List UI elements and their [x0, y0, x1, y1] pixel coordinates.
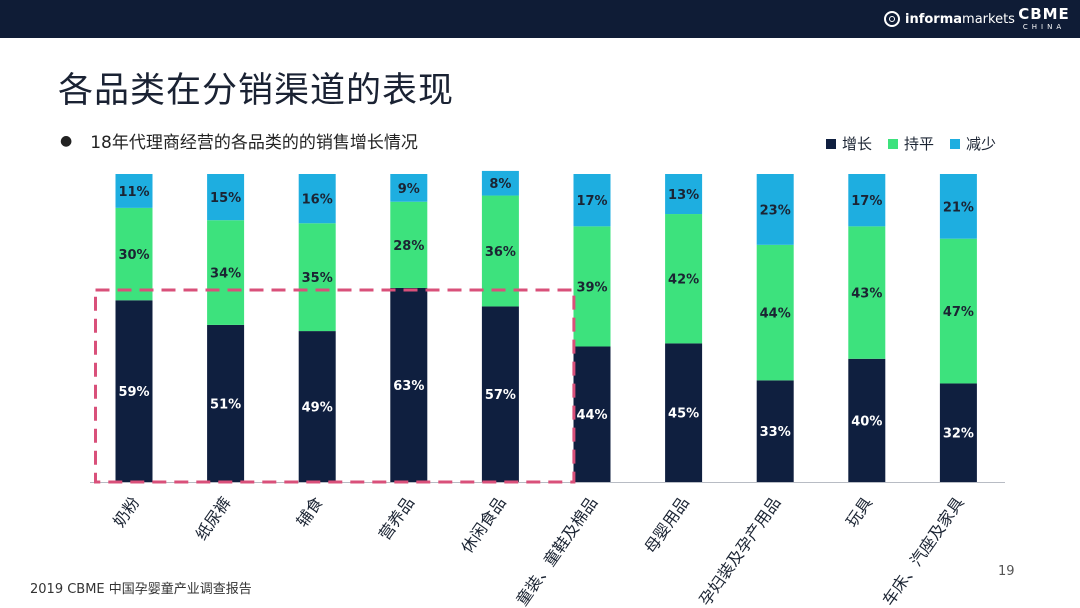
data-label-1-3: 49%	[302, 401, 333, 416]
informa-markets-logo: informamarkets	[884, 8, 1015, 30]
bar-segment-3-9	[848, 174, 886, 227]
data-label-3-10: 21%	[943, 200, 974, 215]
data-label-3-3: 16%	[302, 193, 333, 208]
chart-legend: 增长 持平 减少	[826, 133, 996, 154]
data-label-3-8: 23%	[760, 203, 791, 218]
bar-segment-2-2	[207, 220, 245, 325]
legend-swatch-flat	[888, 138, 899, 149]
data-label-2-8: 44%	[760, 307, 791, 322]
data-label-1-5: 57%	[485, 388, 516, 403]
data-label-2-7: 42%	[668, 273, 699, 288]
bar-segment-3-7	[665, 174, 703, 215]
data-label-3-5: 8%	[489, 177, 511, 192]
page-number: 19	[998, 564, 1015, 579]
bar-segment-2-9	[848, 226, 886, 359]
page-title: 各品类在分销渠道的表现	[58, 71, 455, 111]
top-banner: informamarkets CBME CHINA	[0, 0, 1080, 38]
brand-informa-bold: informa	[905, 11, 963, 27]
data-label-2-10: 47%	[943, 305, 974, 320]
data-label-1-8: 33%	[760, 425, 791, 440]
bar-segment-2-4	[390, 201, 428, 288]
legend-label-flat: 持平	[904, 135, 935, 153]
data-label-2-4: 28%	[393, 239, 424, 254]
bar-segment-1-8	[756, 380, 794, 482]
data-label-2-6: 39%	[576, 280, 607, 295]
data-label-3-9: 17%	[851, 194, 882, 209]
bar-segment-1-2	[207, 324, 245, 482]
data-label-2-1: 30%	[118, 248, 149, 263]
category-label-8: 孕妇装及孕产用品	[695, 493, 784, 608]
category-label-1: 奶粉	[109, 493, 143, 530]
legend-item-growth: 增长	[826, 133, 872, 154]
category-label-6: 童装、童鞋及棉品	[512, 493, 601, 608]
legend-item-flat: 持平	[888, 133, 934, 154]
bar-segment-3-10	[939, 174, 977, 239]
cbme-logo-text: CBME	[1018, 5, 1070, 23]
data-label-3-6: 17%	[576, 194, 607, 209]
data-label-1-2: 51%	[210, 397, 241, 412]
bar-segment-1-7	[665, 343, 703, 482]
category-label-5: 休闲食品	[457, 493, 509, 556]
data-label-1-6: 44%	[576, 408, 607, 423]
bar-segment-2-5	[481, 195, 519, 307]
category-label-3: 辅食	[293, 493, 327, 530]
bullet-point: ● 18年代理商经营的各品类的的销售增长情况	[60, 128, 418, 154]
category-label-10: 车床、汽座及家具	[879, 493, 968, 608]
category-label-9: 玩具	[842, 493, 876, 530]
bar-segment-2-7	[665, 214, 703, 344]
bar-segment-1-10	[939, 383, 977, 482]
data-label-2-9: 43%	[851, 287, 882, 302]
bar-segment-2-3	[298, 223, 336, 332]
data-label-3-1: 11%	[118, 185, 149, 200]
bar-segment-1-1	[115, 300, 153, 482]
bar-segment-1-9	[848, 358, 886, 482]
footer-source: 2019 CBME 中国孕婴童产业调查报告	[30, 582, 252, 597]
data-label-1-7: 45%	[668, 407, 699, 422]
category-label-4: 营养品	[375, 493, 418, 543]
bar-segment-1-3	[298, 331, 336, 482]
data-label-1-4: 63%	[393, 379, 424, 394]
legend-label-decrease: 减少	[966, 135, 997, 153]
data-label-1-9: 40%	[851, 414, 882, 429]
cbme-logo-subtext: CHINA	[1022, 23, 1066, 31]
brand-informa-light: markets	[962, 11, 1015, 27]
data-label-1-10: 32%	[943, 427, 974, 442]
data-label-1-1: 59%	[118, 385, 149, 400]
bar-segment-3-5	[481, 170, 519, 196]
bar-segment-3-4	[390, 174, 428, 202]
data-label-3-7: 13%	[668, 188, 699, 203]
bullet-text: 18年代理商经营的各品类的的销售增长情况	[90, 133, 418, 153]
bar-segment-2-6	[573, 226, 611, 347]
legend-swatch-growth	[826, 138, 836, 149]
highlight-box	[94, 288, 576, 484]
bar-segment-3-6	[573, 174, 611, 227]
category-label-7: 母婴用品	[641, 493, 693, 556]
data-label-2-5: 36%	[485, 245, 516, 260]
bar-segment-2-8	[756, 244, 794, 381]
cbme-logo: CBME CHINA	[1014, 5, 1074, 32]
data-label-2-3: 35%	[302, 271, 333, 286]
bar-segment-3-1	[115, 174, 153, 208]
bar-segment-2-10	[939, 238, 977, 384]
bar-segment-1-6	[573, 346, 611, 482]
informa-logo-icon	[884, 11, 900, 27]
legend-label-growth: 增长	[842, 135, 873, 153]
data-label-3-4: 9%	[398, 182, 420, 197]
bullet-dot-icon: ●	[60, 132, 73, 149]
data-label-2-2: 34%	[210, 267, 241, 282]
bar-segment-3-8	[756, 174, 794, 245]
bar-segment-2-1	[115, 207, 153, 301]
data-label-3-2: 15%	[210, 191, 241, 206]
bar-segment-3-2	[207, 174, 245, 221]
legend-swatch-decrease	[950, 138, 961, 149]
bar-segment-1-5	[481, 306, 519, 482]
legend-item-decrease: 减少	[950, 133, 996, 154]
bar-segment-1-4	[390, 287, 428, 482]
category-label-2: 纸尿裤	[192, 493, 235, 543]
bar-segment-3-3	[298, 174, 336, 224]
